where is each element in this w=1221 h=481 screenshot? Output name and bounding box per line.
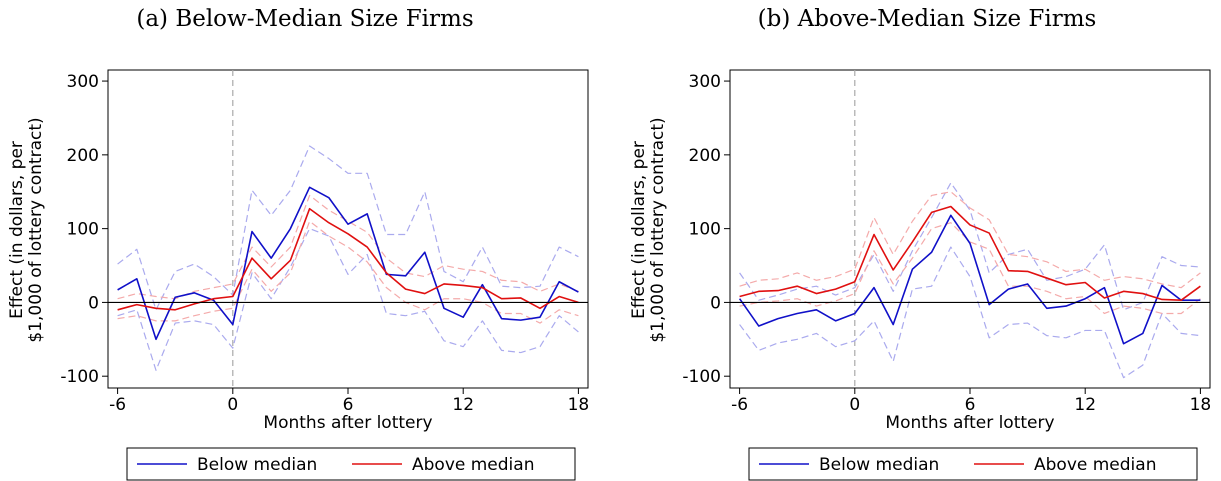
- confidence-line: [739, 222, 1201, 315]
- legend-box: [748, 447, 1198, 481]
- confidence-line: [117, 194, 579, 300]
- x-tick-label: 0: [849, 395, 860, 415]
- y-tick-label: 0: [710, 293, 721, 313]
- x-axis-label: Months after lottery: [263, 413, 432, 433]
- confidence-line: [739, 182, 1201, 311]
- y-axis-label: Effect (in dollars, per: [629, 141, 649, 319]
- x-tick-label: 6: [343, 395, 354, 415]
- x-tick-label: -6: [109, 395, 126, 415]
- x-tick-label: 18: [568, 395, 590, 415]
- series-line: [738, 214, 1201, 345]
- legend-label: Above median: [412, 455, 534, 475]
- series-line: [117, 207, 579, 311]
- y-tick-label: 200: [689, 146, 721, 166]
- y-axis-label: Effect (in dollars, per: [7, 141, 27, 319]
- confidence-line: [117, 228, 579, 371]
- x-tick-label: -6: [731, 395, 748, 415]
- x-tick-label: 12: [1074, 395, 1096, 415]
- x-tick-label: 12: [452, 395, 474, 415]
- chart-title: (a) Below-Median Size Firms: [136, 6, 473, 32]
- x-tick-label: 0: [227, 395, 238, 415]
- x-axis-label: Months after lottery: [885, 413, 1054, 433]
- plot-area: [107, 69, 589, 389]
- confidence-line: [739, 191, 1201, 289]
- legend-box: [126, 447, 576, 481]
- legend-label: Above median: [1034, 455, 1156, 475]
- confidence-line: [117, 220, 579, 324]
- y-tick-label: 100: [689, 220, 721, 240]
- x-tick-label: 6: [965, 395, 976, 415]
- legend-label: Below median: [197, 455, 317, 475]
- confidence-line: [739, 246, 1201, 379]
- y-tick-label: -100: [682, 367, 721, 387]
- y-axis-label: $1,000 of lottery contract): [26, 117, 46, 342]
- y-tick-label: 100: [67, 220, 99, 240]
- chart-title: (b) Above-Median Size Firms: [758, 6, 1097, 32]
- y-tick-label: 300: [67, 72, 99, 92]
- series-line: [117, 186, 579, 341]
- y-tick-label: 200: [67, 146, 99, 166]
- y-tick-label: -100: [60, 367, 99, 387]
- x-tick-label: 18: [1190, 395, 1212, 415]
- y-tick-label: 0: [88, 293, 99, 313]
- series-line: [739, 205, 1201, 301]
- y-tick-label: 300: [689, 72, 721, 92]
- legend-label: Below median: [819, 455, 939, 475]
- plot-area: [729, 69, 1211, 389]
- confidence-line: [117, 145, 579, 311]
- y-axis-label: $1,000 of lottery contract): [648, 117, 668, 342]
